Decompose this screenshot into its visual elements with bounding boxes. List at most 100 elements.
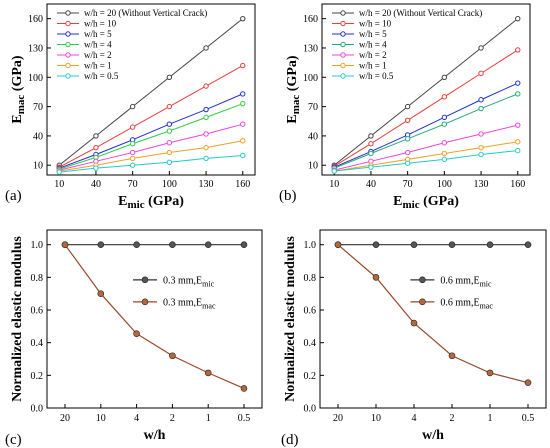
- legend-marker: [419, 276, 426, 284]
- x-tick-label: 10: [96, 413, 106, 424]
- data-point: [203, 155, 209, 162]
- chart-panel-c: 20 10 4 2 1 0.5 0.0 0.2 0.4 0.6 0.8 1.0 0.3 mm,Emic 0…: [5, 229, 263, 448]
- chart-panel-b: 10 40 70 100 130 160 10 40 70 100 130 160 w/h = 20 (…: [279, 3, 531, 211]
- legend-marker: [340, 73, 346, 79]
- x-tick-label: 70: [403, 179, 413, 190]
- legend-marker: [141, 276, 149, 284]
- data-point: [61, 241, 69, 248]
- x-tick-label: 70: [128, 179, 138, 190]
- data-point: [524, 241, 532, 248]
- x-axis-label: w/h: [422, 428, 444, 443]
- y-axis-label: Emac (GPa): [285, 55, 302, 123]
- series-line: [64, 244, 245, 389]
- data-point: [478, 70, 484, 77]
- data-point: [204, 369, 212, 377]
- series-line: [59, 140, 243, 172]
- y-tick-label: 10: [308, 161, 318, 172]
- data-point: [129, 141, 136, 147]
- x-axis-label: Emic (GPa): [118, 194, 184, 211]
- legend-marker: [65, 20, 71, 27]
- legend-label: 0.3 mm,Emic: [163, 275, 215, 288]
- x-tick-label: 100: [162, 179, 177, 190]
- data-point: [524, 379, 532, 386]
- data-point: [368, 133, 374, 139]
- series-line: [334, 82, 518, 168]
- x-tick-label: 40: [91, 179, 101, 190]
- series-line: [334, 93, 518, 169]
- series-line: [334, 150, 518, 172]
- data-point: [240, 15, 246, 22]
- data-point: [410, 319, 418, 327]
- data-point: [448, 241, 456, 248]
- legend-marker: [65, 52, 71, 58]
- y-tick-label: 40: [33, 131, 43, 142]
- x-tick-label: 0.5: [238, 413, 251, 424]
- legend-label: w/h = 4: [359, 40, 387, 50]
- legend-label: w/h = 4: [84, 40, 112, 50]
- y-axis-label: Normalized elastic modulus: [10, 236, 25, 402]
- legend-label: w/h = 20 (Without Vertical Crack): [359, 8, 482, 18]
- chart-panel-a: 10 40 70 100 130 160 10 40 70 100 130 160 w/h = 20 (…: [5, 3, 256, 211]
- data-point: [129, 155, 136, 162]
- data-point: [478, 151, 484, 158]
- data-point: [478, 105, 484, 112]
- data-point: [404, 149, 411, 156]
- legend-marker: [340, 10, 346, 16]
- y-tick-label: 40: [308, 131, 318, 142]
- y-tick-label: 130: [303, 43, 318, 54]
- x-tick-label: 2: [170, 413, 175, 424]
- legend-marker: [65, 41, 71, 48]
- data-point: [448, 352, 456, 360]
- data-point: [404, 160, 411, 166]
- data-point: [129, 149, 136, 156]
- data-point: [404, 117, 411, 123]
- legend-label: 0.6 mm,Emac: [440, 297, 493, 310]
- data-point: [240, 62, 246, 69]
- x-tick-label: 10: [371, 413, 381, 424]
- data-point: [441, 74, 448, 80]
- legend-marker: [340, 31, 346, 37]
- data-point: [240, 241, 248, 248]
- x-tick-label: 20: [60, 413, 70, 424]
- legend-label: w/h = 5: [359, 29, 387, 39]
- legend-marker: [65, 73, 71, 79]
- legend-label: w/h = 0.5: [84, 71, 119, 81]
- data-point: [372, 274, 380, 281]
- data-point: [133, 330, 140, 337]
- data-point: [478, 45, 484, 51]
- data-point: [368, 150, 374, 157]
- y-tick-label: 0.2: [31, 371, 44, 382]
- x-tick-label: 0.5: [522, 413, 535, 424]
- x-tick-label: 130: [199, 179, 214, 190]
- data-point: [240, 385, 248, 392]
- data-point: [93, 165, 99, 171]
- data-point: [93, 133, 99, 139]
- data-point: [129, 103, 136, 110]
- data-point: [133, 241, 140, 248]
- legend-label: w/h = 2: [359, 50, 387, 60]
- data-point: [515, 139, 521, 145]
- data-point: [404, 103, 411, 110]
- data-point: [240, 121, 246, 127]
- data-point: [240, 138, 246, 144]
- x-tick-label: 100: [437, 179, 452, 190]
- x-tick-label: 2: [450, 413, 455, 424]
- chart-panel-d: 20 10 4 2 1 0.5 0.0 0.2 0.4 0.6 0.8 1.0 0.6 mm,Emic 0…: [281, 229, 547, 448]
- y-tick-label: 1.0: [304, 240, 317, 251]
- plot-frame: [46, 229, 263, 409]
- data-point: [166, 103, 173, 110]
- y-tick-label: 70: [33, 102, 43, 113]
- data-point: [441, 150, 448, 157]
- data-point: [515, 47, 521, 53]
- legend-label: w/h = 10: [359, 19, 392, 29]
- legend-label: w/h = 1: [359, 61, 387, 71]
- series-line: [333, 49, 519, 167]
- panel-label: (d): [281, 432, 299, 448]
- series-line: [58, 18, 244, 166]
- legend-marker: [340, 20, 346, 27]
- panel-label: (c): [5, 432, 22, 448]
- y-tick-label: 0.4: [31, 338, 44, 349]
- y-tick-label: 160: [28, 14, 43, 25]
- x-tick-label: 130: [474, 179, 489, 190]
- y-tick-label: 70: [308, 102, 318, 113]
